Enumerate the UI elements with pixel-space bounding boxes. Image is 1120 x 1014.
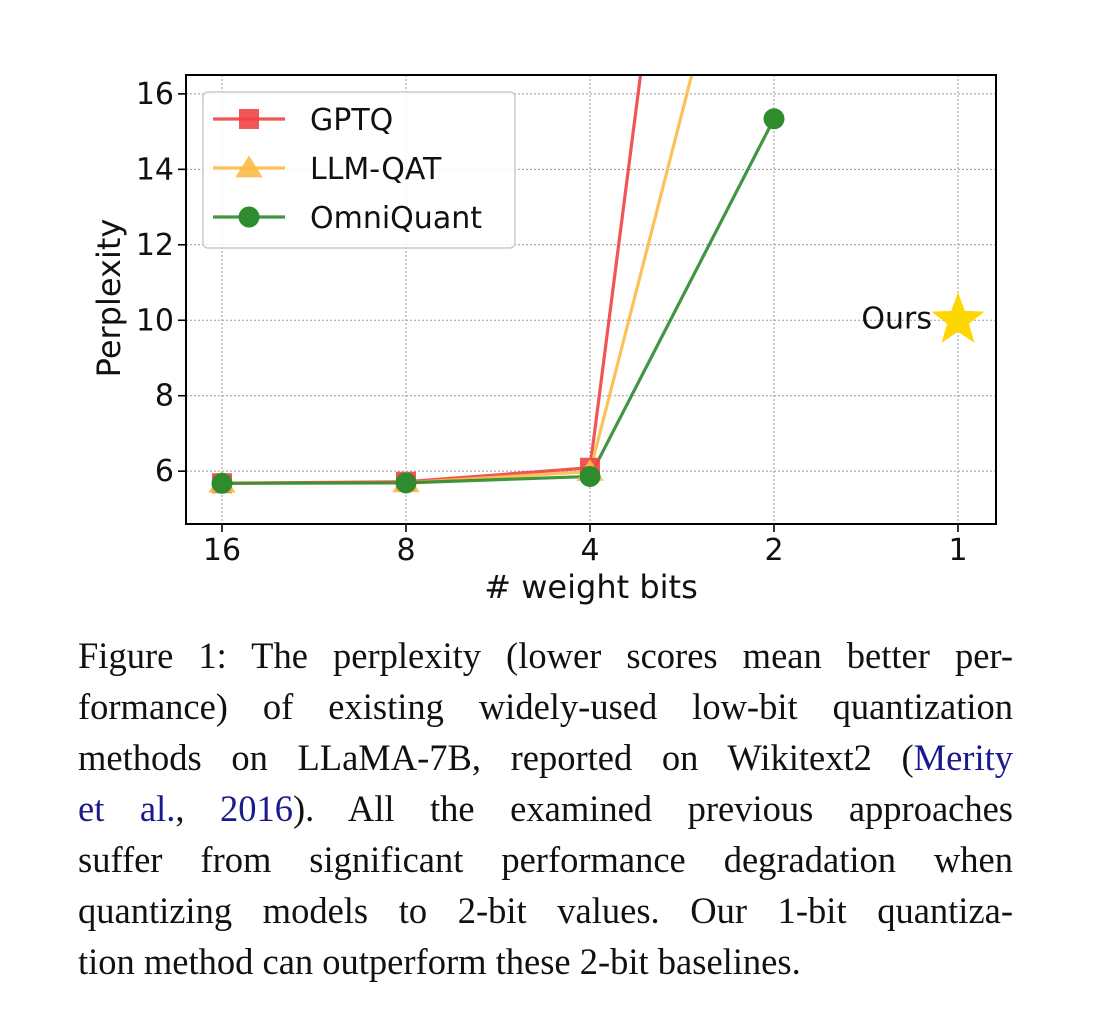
caption-text: methods on LLaMA-7B, reported on Wikitex… xyxy=(78,737,914,778)
y-tick-label: 16 xyxy=(136,77,174,112)
figure-caption: Figure 1: The perplexity (lower scores m… xyxy=(78,630,1013,987)
legend-label-gptq: GPTQ xyxy=(310,103,393,138)
caption-text: suffer from significant performance degr… xyxy=(78,839,1013,880)
citation-link[interactable]: Merity xyxy=(913,737,1013,778)
ours-label: Ours xyxy=(861,301,932,336)
caption-line: et al., 2016). All the examined previous… xyxy=(78,783,1013,834)
caption-text: formance) of existing widely-used low-bi… xyxy=(78,686,1013,727)
data-point-omniquant xyxy=(579,465,601,487)
legend: GPTQ LLM-QAT OmniQuant xyxy=(202,91,516,249)
caption-line: tion method can outperform these 2-bit b… xyxy=(78,936,1013,987)
data-point-omniquant xyxy=(211,472,233,494)
perplexity-chart: 6 8 10 12 14 16 16 8 4 2 1 Ours GPTQ LLM-QAT OmniQua… xyxy=(90,74,997,606)
caption-text: ). All the examined previous approaches xyxy=(293,788,1013,829)
citation-link[interactable]: 2016 xyxy=(220,788,294,829)
series-line-omniquant xyxy=(221,118,776,485)
ours-annotation: Ours xyxy=(861,292,985,343)
caption-line: suffer from significant performance degr… xyxy=(78,834,1013,885)
plot-frame xyxy=(185,74,997,525)
caption-text: tion method can outperform these 2-bit b… xyxy=(78,941,801,982)
y-tick-label: 8 xyxy=(155,379,174,414)
caption-text: Figure 1: The perplexity (lower scores m… xyxy=(78,635,1013,676)
citation-link[interactable]: et al. xyxy=(78,788,176,829)
caption-text: quantizing models to 2-bit values. Our 1… xyxy=(78,890,1013,931)
x-tick-label: 4 xyxy=(580,533,599,568)
x-tick-label: 8 xyxy=(396,533,415,568)
caption-line: methods on LLaMA-7B, reported on Wikitex… xyxy=(78,732,1013,783)
series-markers xyxy=(208,108,785,494)
caption-text: , xyxy=(175,788,221,829)
y-tick-label: 10 xyxy=(136,303,174,338)
data-point-omniquant xyxy=(763,108,785,130)
caption-line: quantizing models to 2-bit values. Our 1… xyxy=(78,885,1013,936)
y-tick-label: 12 xyxy=(136,228,174,263)
caption-line: Figure 1: The perplexity (lower scores m… xyxy=(78,630,1013,681)
legend-marker-omniquant xyxy=(238,206,260,228)
y-axis-label: Perplexity xyxy=(90,219,128,378)
data-point-omniquant xyxy=(395,472,417,494)
legend-label-llm-qat: LLM-QAT xyxy=(310,152,442,187)
ours-star-marker xyxy=(931,292,985,343)
axis-ticks: 6 8 10 12 14 16 16 8 4 2 1 xyxy=(136,77,968,568)
x-axis-label: # weight bits xyxy=(484,568,697,606)
series-lines xyxy=(221,75,776,485)
y-tick-label: 14 xyxy=(136,152,174,187)
x-tick-label: 2 xyxy=(764,533,783,568)
caption-line: formance) of existing widely-used low-bi… xyxy=(78,681,1013,732)
legend-marker-llm-qat xyxy=(235,155,263,178)
legend-marker-gptq xyxy=(239,109,259,129)
legend-box xyxy=(202,91,516,249)
legend-label-omniquant: OmniQuant xyxy=(310,201,482,236)
x-tick-label: 1 xyxy=(948,533,967,568)
y-tick-label: 6 xyxy=(155,454,174,489)
x-tick-label: 16 xyxy=(203,533,241,568)
